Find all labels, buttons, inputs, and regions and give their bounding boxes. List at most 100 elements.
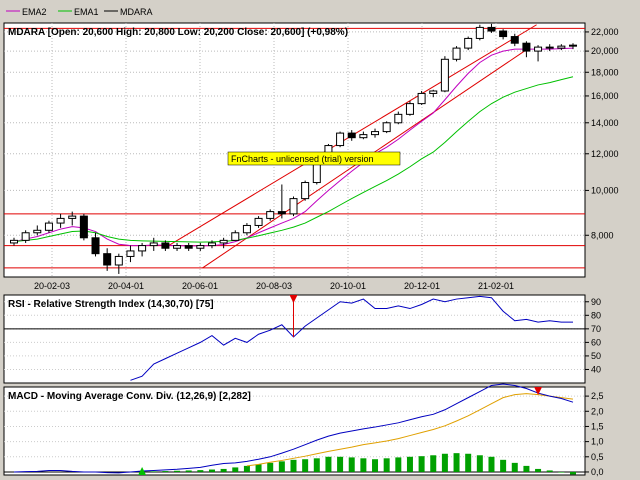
candle-body — [429, 90, 438, 94]
candle-body — [149, 242, 158, 247]
macd-histogram-bar — [488, 456, 495, 472]
candle — [417, 90, 426, 105]
macd-histogram-bar — [197, 470, 204, 472]
candle-body — [394, 113, 403, 124]
macd-ytick-label: 0,5 — [591, 452, 604, 462]
macd-histogram-bar — [267, 462, 274, 472]
candle-body — [114, 255, 123, 266]
candle — [359, 131, 368, 140]
candle — [219, 237, 228, 249]
candle-body — [475, 26, 484, 39]
price-ytick-label: 16,000 — [591, 91, 619, 101]
candle — [231, 230, 240, 241]
candle-body — [405, 103, 414, 115]
macd-histogram-bar — [255, 464, 262, 472]
ema1-line — [13, 76, 574, 243]
macd-signal-line — [246, 393, 574, 467]
price-ytick-label: 14,000 — [591, 118, 619, 128]
candle-body — [487, 26, 496, 32]
macd-histogram-bar — [313, 458, 320, 472]
macd-histogram-bar — [278, 461, 285, 472]
macd-line — [13, 383, 574, 474]
macd-histogram-bar — [465, 453, 472, 472]
candle-body — [569, 44, 577, 47]
candle-body — [21, 232, 30, 241]
candle — [184, 242, 193, 251]
macd-ytick-label: 2,0 — [591, 406, 604, 416]
macd-ytick-label: 1,0 — [591, 437, 604, 447]
candle-body — [534, 46, 543, 52]
macd-histogram-bar — [570, 471, 576, 475]
price-panel: 8,000 10,000 12,000 14,000 16,000 18,000 20,00… — [3, 22, 619, 475]
candle — [545, 44, 554, 52]
macd-histogram-bar — [208, 469, 215, 472]
candle-body — [266, 211, 275, 219]
macd-histogram-bar — [302, 459, 309, 472]
rsi-line — [130, 295, 573, 381]
watermark: FnCharts - unlicensed (trial) version — [227, 151, 401, 166]
candle-body — [382, 122, 391, 133]
candle-body — [510, 36, 519, 44]
price-xtick-label: 20-10-01 — [330, 281, 366, 291]
candle — [499, 29, 508, 40]
macd-histogram-bar — [430, 455, 437, 472]
candle — [91, 232, 100, 257]
rsi-plot-area — [3, 294, 586, 384]
macd-histogram-bar — [406, 456, 413, 472]
candle-body — [336, 132, 345, 147]
macd-ytick-label: 2,5 — [591, 391, 604, 401]
candle — [522, 41, 531, 58]
price-ytick-label: 20,000 — [591, 46, 619, 56]
price-xtick-label: 20-02-03 — [34, 281, 70, 291]
macd-histogram-bar — [476, 455, 483, 472]
rsi-ytick-label: 90 — [591, 297, 601, 307]
candle-body — [522, 42, 531, 52]
macd-panel-title: MACD - Moving Average Conv. Div. (12,26,… — [8, 391, 251, 402]
candle-body — [173, 245, 182, 249]
candle — [452, 46, 461, 62]
legend-ema1-label: EMA1 — [74, 7, 99, 17]
candle-body — [417, 92, 426, 105]
candle — [138, 242, 147, 257]
candle — [79, 213, 88, 241]
candle — [33, 225, 42, 236]
candle — [405, 101, 414, 116]
candle-body — [499, 30, 508, 38]
candle — [277, 184, 286, 219]
candle — [161, 240, 170, 251]
legend: EMA2 EMA1 MDARA — [6, 7, 153, 17]
price-xtick-label: 20-12-01 — [404, 281, 440, 291]
candle — [254, 216, 263, 228]
candle-body — [196, 245, 205, 249]
macd-histogram-bar — [372, 459, 379, 472]
candle — [21, 230, 30, 243]
candle-body — [254, 217, 263, 226]
macd-histogram-bar — [290, 459, 297, 472]
price-ytick-label: 8,000 — [591, 230, 614, 240]
candle — [44, 220, 53, 233]
candle — [10, 237, 18, 246]
candle — [207, 240, 216, 249]
macd-ytick-label: 1,5 — [591, 421, 604, 431]
macd-panel: 0,0 0,5 1,0 1,5 2,0 2,5 MACD - Moving Average… — [3, 383, 604, 477]
legend-mdara-label: MDARA — [120, 7, 153, 17]
candle — [487, 23, 496, 33]
candle — [371, 128, 380, 138]
ema2-line — [13, 47, 574, 247]
candle — [534, 45, 543, 62]
price-ytick-label: 18,000 — [591, 67, 619, 77]
macd-histogram-bar — [558, 471, 565, 473]
candle — [347, 130, 356, 141]
macd-histogram-bar — [511, 462, 518, 472]
macd-histogram-bar — [441, 453, 448, 472]
candle-body — [242, 224, 251, 234]
macd-buy-marker — [138, 467, 147, 475]
rsi-ytick-label: 60 — [591, 337, 601, 347]
candle-body — [231, 232, 240, 241]
candle — [289, 196, 298, 217]
rsi-panel: 40 50 60 70 80 90 RSI - Relative Strength Ind… — [3, 294, 601, 384]
rsi-ytick-label: 40 — [591, 364, 601, 374]
candle — [114, 253, 123, 274]
candle-body — [68, 215, 77, 219]
candle — [569, 43, 577, 50]
